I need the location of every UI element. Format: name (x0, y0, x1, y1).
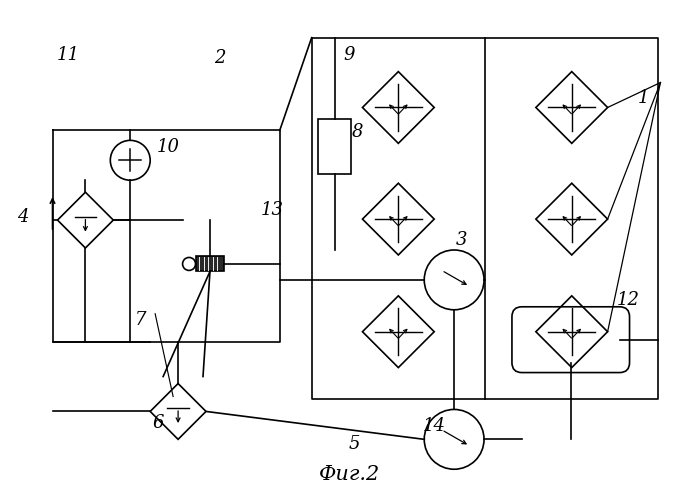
Text: 14: 14 (423, 417, 446, 435)
Text: Фиг.2: Фиг.2 (319, 465, 380, 484)
Text: 5: 5 (349, 435, 360, 453)
Text: 10: 10 (157, 138, 180, 156)
Text: 12: 12 (617, 291, 640, 309)
Text: 3: 3 (455, 231, 467, 249)
Text: 7: 7 (134, 311, 146, 329)
Text: 2: 2 (214, 49, 226, 66)
Bar (196, 256, 224, 272)
Text: 8: 8 (352, 123, 363, 141)
Text: 13: 13 (260, 201, 283, 219)
Text: 11: 11 (57, 46, 80, 63)
Bar (318, 120, 351, 174)
Text: 6: 6 (152, 414, 164, 432)
Text: 9: 9 (344, 46, 355, 63)
Text: 4: 4 (17, 208, 29, 226)
Text: 1: 1 (637, 89, 649, 106)
